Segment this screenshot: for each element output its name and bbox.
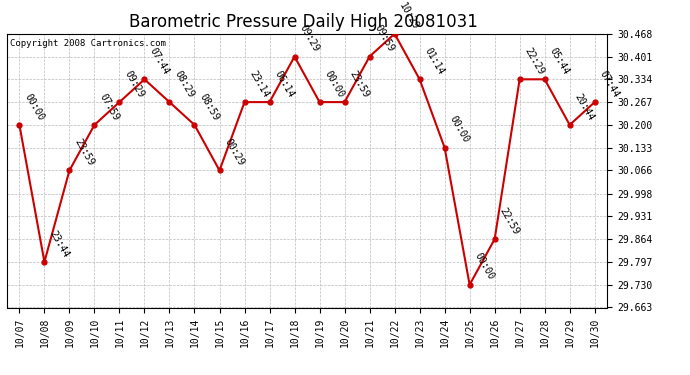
Text: 08:59: 08:59 [197,92,221,122]
Text: 08:29: 08:29 [172,69,195,99]
Text: 00:00: 00:00 [22,92,46,122]
Text: 07:44: 07:44 [147,46,170,76]
Text: 10:29: 10:29 [397,0,421,31]
Text: 09:29: 09:29 [297,23,321,54]
Text: Barometric Pressure Daily High 20081031: Barometric Pressure Daily High 20081031 [129,13,478,31]
Text: 23:59: 23:59 [72,137,95,168]
Text: 00:00: 00:00 [473,252,495,282]
Text: 20:44: 20:44 [573,92,595,122]
Text: 23:14: 23:14 [247,69,270,99]
Text: 00:00: 00:00 [447,114,471,145]
Text: 09:29: 09:29 [122,69,146,99]
Text: 22:59: 22:59 [497,206,521,236]
Text: 01:14: 01:14 [422,46,446,76]
Text: Copyright 2008 Cartronics.com: Copyright 2008 Cartronics.com [10,39,166,48]
Text: 07:44: 07:44 [598,69,621,99]
Text: 00:29: 00:29 [222,137,246,168]
Text: 09:59: 09:59 [373,23,395,54]
Text: 23:59: 23:59 [347,69,371,99]
Text: 07:59: 07:59 [97,92,121,122]
Text: 22:29: 22:29 [522,46,546,76]
Text: 06:14: 06:14 [273,69,295,99]
Text: 00:00: 00:00 [322,69,346,99]
Text: 05:44: 05:44 [547,46,571,76]
Text: 23:44: 23:44 [47,229,70,259]
